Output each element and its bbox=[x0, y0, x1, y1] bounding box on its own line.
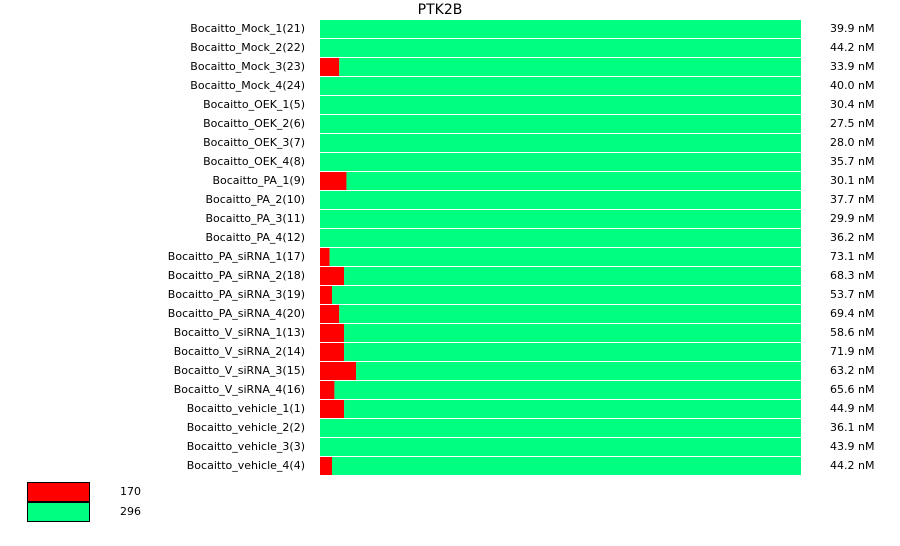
bar-segment bbox=[320, 58, 340, 76]
bar-segment bbox=[339, 58, 801, 76]
bar-segment bbox=[344, 400, 801, 418]
bar-segment bbox=[332, 457, 801, 475]
bar-segment bbox=[320, 77, 801, 95]
bar-segment bbox=[332, 286, 801, 304]
bar-segment bbox=[320, 115, 801, 133]
bar-segment bbox=[320, 305, 340, 323]
row-label: Bocaitto_OEK_3(7) bbox=[203, 136, 305, 149]
bar-segment bbox=[320, 343, 345, 361]
bar-segment bbox=[356, 362, 801, 380]
bar-segment bbox=[344, 267, 801, 285]
bar-segment bbox=[320, 286, 333, 304]
row-label: Bocaitto_Mock_3(23) bbox=[190, 60, 305, 73]
row-label: Bocaitto_vehicle_2(2) bbox=[187, 421, 305, 434]
concentration-label: 29.9 nM bbox=[830, 212, 874, 225]
row-label: Bocaitto_V_siRNA_3(15) bbox=[174, 364, 305, 377]
concentration-label: 35.7 nM bbox=[830, 155, 874, 168]
legend-label: 170 bbox=[120, 485, 141, 498]
row-label: Bocaitto_V_siRNA_2(14) bbox=[174, 345, 305, 358]
row-label: Bocaitto_PA_siRNA_4(20) bbox=[168, 307, 305, 320]
bar-segment bbox=[320, 267, 345, 285]
bar-segment bbox=[320, 362, 357, 380]
legend-swatch bbox=[27, 482, 90, 502]
bar-segment bbox=[320, 229, 801, 247]
concentration-label: 40.0 nM bbox=[830, 79, 874, 92]
bar-segment bbox=[320, 39, 801, 57]
concentration-label: 58.6 nM bbox=[830, 326, 874, 339]
concentration-label: 27.5 nM bbox=[830, 117, 874, 130]
bar-segment bbox=[320, 381, 335, 399]
concentration-label: 71.9 nM bbox=[830, 345, 874, 358]
bar-segment bbox=[329, 248, 801, 266]
legend-label: 296 bbox=[120, 505, 141, 518]
legend-swatch bbox=[27, 502, 90, 522]
row-label: Bocaitto_PA_3(11) bbox=[205, 212, 305, 225]
concentration-label: 69.4 nM bbox=[830, 307, 874, 320]
row-label: Bocaitto_Mock_1(21) bbox=[190, 22, 305, 35]
chart-title: PTK2B bbox=[418, 2, 463, 18]
row-label: Bocaitto_vehicle_4(4) bbox=[187, 459, 305, 472]
bar-segment bbox=[344, 324, 801, 342]
bar-segment bbox=[320, 172, 347, 190]
row-label: Bocaitto_vehicle_1(1) bbox=[187, 402, 305, 415]
bar-segment bbox=[320, 457, 333, 475]
row-label: Bocaitto_OEK_1(5) bbox=[203, 98, 305, 111]
row-label: Bocaitto_PA_2(10) bbox=[205, 193, 305, 206]
row-label: Bocaitto_OEK_2(6) bbox=[203, 117, 305, 130]
bar-segment bbox=[320, 153, 801, 171]
concentration-label: 68.3 nM bbox=[830, 269, 874, 282]
row-label: Bocaitto_PA_siRNA_1(17) bbox=[168, 250, 305, 263]
concentration-label: 65.6 nM bbox=[830, 383, 874, 396]
concentration-label: 30.4 nM bbox=[830, 98, 874, 111]
row-label: Bocaitto_PA_4(12) bbox=[205, 231, 305, 244]
concentration-label: 37.7 nM bbox=[830, 193, 874, 206]
bar-segment bbox=[320, 191, 801, 209]
concentration-label: 53.7 nM bbox=[830, 288, 874, 301]
bar-segment bbox=[320, 438, 801, 456]
row-label: Bocaitto_vehicle_3(3) bbox=[187, 440, 305, 453]
bar-segment bbox=[320, 20, 801, 38]
row-label: Bocaitto_Mock_4(24) bbox=[190, 79, 305, 92]
row-label: Bocaitto_V_siRNA_1(13) bbox=[174, 326, 305, 339]
bar-segment bbox=[320, 210, 801, 228]
concentration-label: 44.2 nM bbox=[830, 459, 874, 472]
bar-segment bbox=[320, 96, 801, 114]
concentration-label: 36.1 nM bbox=[830, 421, 874, 434]
concentration-label: 44.2 nM bbox=[830, 41, 874, 54]
bar-segment bbox=[320, 134, 801, 152]
bar-segment bbox=[344, 343, 801, 361]
concentration-label: 63.2 nM bbox=[830, 364, 874, 377]
bar-segment bbox=[320, 400, 345, 418]
row-label: Bocaitto_V_siRNA_4(16) bbox=[174, 383, 305, 396]
bar-segment bbox=[339, 305, 801, 323]
concentration-label: 39.9 nM bbox=[830, 22, 874, 35]
concentration-label: 36.2 nM bbox=[830, 231, 874, 244]
bar-segment bbox=[320, 419, 801, 437]
bar-segment bbox=[346, 172, 801, 190]
row-label: Bocaitto_PA_siRNA_2(18) bbox=[168, 269, 305, 282]
concentration-label: 43.9 nM bbox=[830, 440, 874, 453]
bar-segment bbox=[334, 381, 801, 399]
concentration-label: 30.1 nM bbox=[830, 174, 874, 187]
row-label: Bocaitto_OEK_4(8) bbox=[203, 155, 305, 168]
bar-segment bbox=[320, 324, 345, 342]
concentration-label: 33.9 nM bbox=[830, 60, 874, 73]
row-label: Bocaitto_Mock_2(22) bbox=[190, 41, 305, 54]
bar-segment bbox=[320, 248, 330, 266]
row-label: Bocaitto_PA_1(9) bbox=[212, 174, 305, 187]
row-label: Bocaitto_PA_siRNA_3(19) bbox=[168, 288, 305, 301]
concentration-label: 73.1 nM bbox=[830, 250, 874, 263]
concentration-label: 28.0 nM bbox=[830, 136, 874, 149]
concentration-label: 44.9 nM bbox=[830, 402, 874, 415]
